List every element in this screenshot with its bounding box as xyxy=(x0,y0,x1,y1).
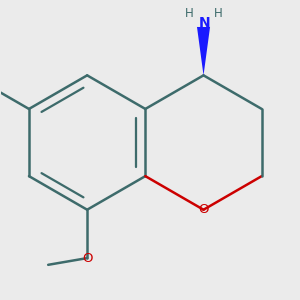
Text: H: H xyxy=(214,8,223,20)
Text: O: O xyxy=(198,203,209,216)
Polygon shape xyxy=(197,27,210,75)
Text: H: H xyxy=(185,8,194,20)
Text: O: O xyxy=(82,252,92,265)
Text: N: N xyxy=(199,16,210,30)
